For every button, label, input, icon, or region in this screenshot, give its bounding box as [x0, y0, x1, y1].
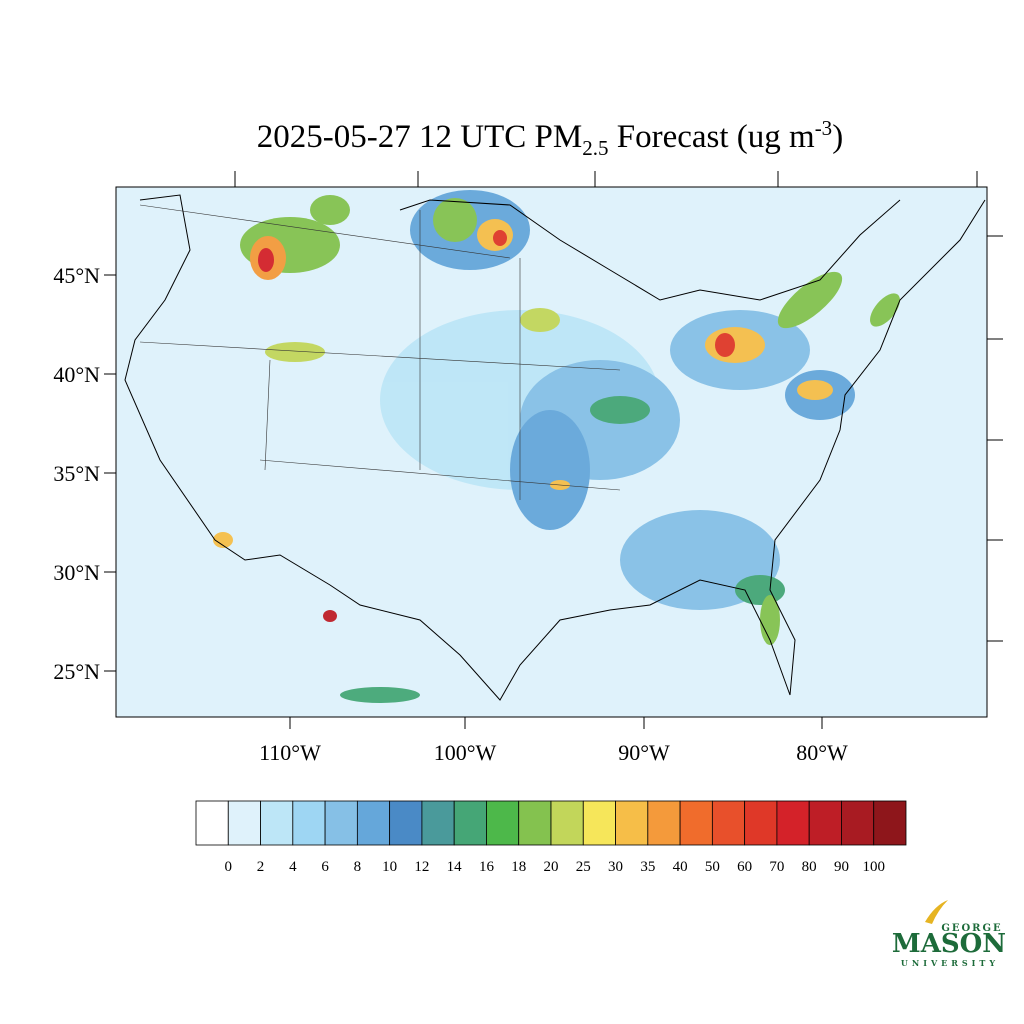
colorbar-label: 60 [737, 859, 752, 875]
graticule-ticks [104, 171, 1003, 729]
coastline-border [124, 194, 986, 701]
colorbar-box [453, 800, 487, 846]
colorbar-label: 12 [414, 859, 429, 875]
colorbar-label: 18 [511, 859, 526, 875]
colorbar-label: 100 [862, 859, 885, 875]
colorbar-box [195, 800, 229, 846]
title: 2025-05-27 12 UTC PM2.5 Forecast (ug m-3… [257, 116, 843, 160]
colorbar-box [744, 800, 778, 846]
map [104, 171, 1003, 729]
state-lines [139, 204, 621, 500]
colorbar-box [841, 800, 875, 846]
lon-label: 100°W [434, 740, 497, 765]
colorbar-box [421, 800, 455, 846]
colorbar-box [260, 800, 294, 846]
lon-label: 110°W [259, 740, 321, 765]
colorbar-label: 0 [225, 859, 233, 875]
lon-label: 80°W [796, 740, 848, 765]
colorbar-label: 80 [802, 859, 817, 875]
colorbar-box [647, 800, 681, 846]
colorbar-label: 70 [769, 859, 784, 875]
colorbar-label: 30 [608, 859, 623, 875]
colorbar-box [227, 800, 261, 846]
colorbar-box [324, 800, 358, 846]
colorbar-label: 40 [673, 859, 688, 875]
colorbar-box [582, 800, 616, 846]
lat-label: 25°N [53, 659, 100, 684]
colorbar-label: 20 [544, 859, 559, 875]
pollution-field [213, 190, 900, 703]
colorbar-label: 90 [834, 859, 849, 875]
colorbar-label: 10 [382, 859, 397, 875]
title-sub: 2.5 [582, 136, 608, 160]
title-end: ) [832, 119, 843, 155]
colorbar-box [679, 800, 713, 846]
lon-labels: 110°W 100°W 90°W 80°W [259, 740, 848, 765]
lat-labels: 45°N 40°N 35°N 30°N 25°N [53, 263, 100, 684]
colorbar-label: 50 [705, 859, 720, 875]
title-middle: Forecast (ug m [608, 119, 815, 155]
colorbar: 0 2 4 6 8 10 12 14 16 18 20 25 30 35 40 50 60 70 80 90 100 [195, 800, 907, 875]
lat-label: 30°N [53, 560, 100, 585]
logo: GEORGE MASON UNIVERSITY [892, 900, 1006, 968]
colorbar-box [711, 800, 746, 846]
title-main: 2025-05-27 12 UTC PM [257, 119, 582, 155]
logo-bottom: UNIVERSITY [901, 958, 999, 968]
colorbar-box [550, 800, 584, 846]
colorbar-label: 14 [447, 859, 463, 875]
colorbar-label: 25 [576, 859, 591, 875]
colorbar-box [389, 800, 423, 846]
logo-main: MASON [892, 929, 1006, 959]
title-sup: -3 [815, 116, 833, 140]
colorbar-box [873, 800, 907, 846]
colorbar-box [615, 800, 649, 846]
colorbar-label: 35 [640, 859, 655, 875]
colorbar-box [518, 800, 552, 846]
colorbar-box [356, 800, 391, 846]
colorbar-box [292, 800, 326, 846]
logo-swoosh [925, 900, 948, 924]
lat-label: 45°N [53, 263, 100, 288]
logo-top: GEORGE [941, 923, 1002, 934]
lat-label: 40°N [53, 362, 100, 387]
colorbar-label: 2 [257, 859, 265, 875]
colorbar-label: 6 [321, 859, 329, 875]
map-frame [115, 186, 988, 718]
colorbar-label: 4 [289, 859, 297, 875]
colorbar-box [776, 800, 810, 846]
lon-label: 90°W [618, 740, 670, 765]
colorbar-box [486, 800, 520, 846]
colorbar-box [808, 800, 842, 846]
lat-label: 35°N [53, 461, 100, 486]
colorbar-label: 8 [354, 859, 362, 875]
colorbar-label: 16 [479, 859, 495, 875]
